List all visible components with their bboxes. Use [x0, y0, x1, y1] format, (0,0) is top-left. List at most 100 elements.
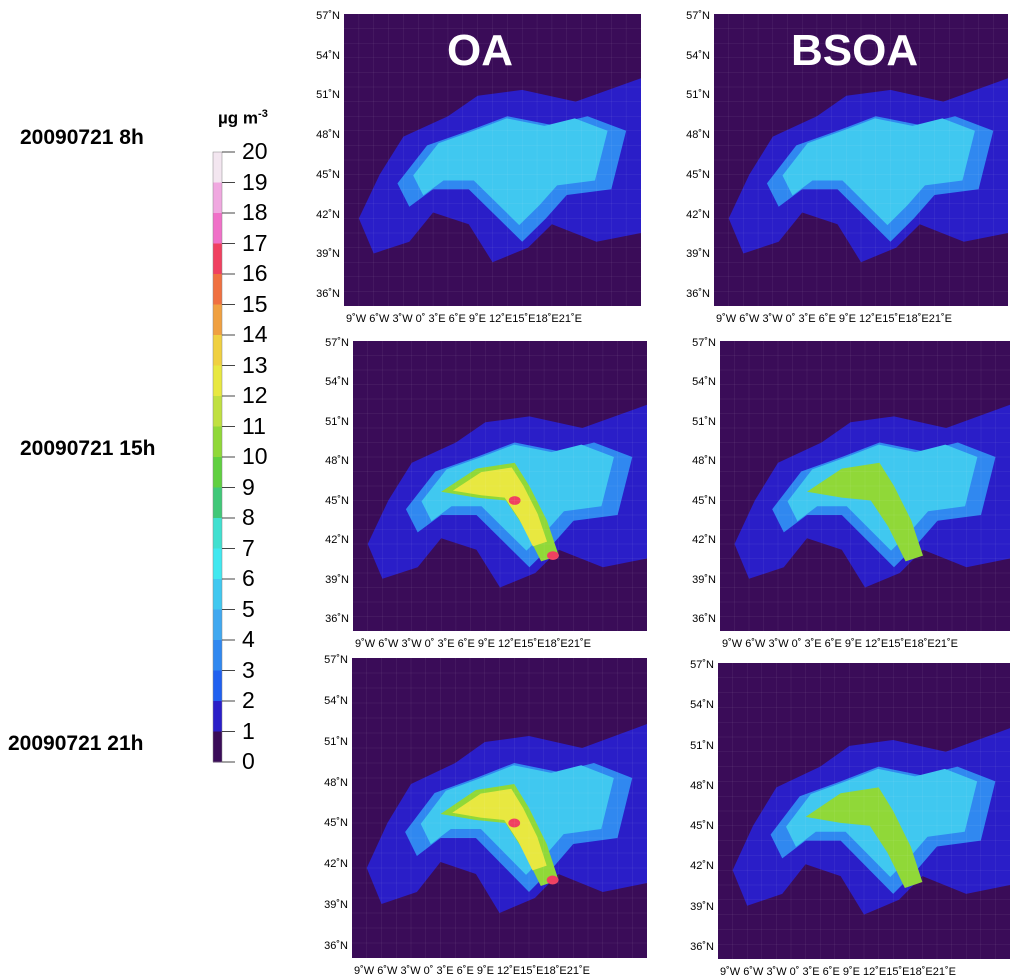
colorbar-bin — [213, 670, 222, 702]
lat-tick-label: 39˚N — [325, 573, 349, 586]
lat-tick-label: 42˚N — [686, 208, 710, 221]
lat-tick-label: 54˚N — [316, 49, 340, 62]
map-canvas — [352, 658, 647, 958]
lat-tick-label: 57˚N — [690, 659, 714, 671]
row-label-15h: 20090721 15h — [20, 437, 156, 460]
lat-tick-label: 54˚N — [690, 699, 714, 712]
lon-tick-labels: 9˚W 6˚W 3˚W 0˚ 3˚E 6˚E 9˚E 12˚E15˚E18˚E2… — [716, 313, 952, 325]
colorbar-tick-label: 20 — [242, 138, 268, 164]
colorbar-bin — [213, 518, 222, 549]
concentration-peak — [547, 551, 559, 560]
map-panel-oa-8h — [344, 14, 641, 306]
colorbar-bin — [213, 365, 222, 397]
colorbar-tick-label: 5 — [242, 595, 255, 622]
colorbar-bin — [213, 548, 222, 580]
lat-tick-label: 45˚N — [325, 494, 349, 507]
lat-tick-label: 57˚N — [324, 654, 348, 666]
colorbar-tick-label: 14 — [242, 321, 268, 347]
concentration-peak — [508, 496, 521, 505]
coastline — [720, 20, 993, 292]
lat-tick-label: 36˚N — [325, 613, 349, 625]
lat-tick-label: 36˚N — [686, 288, 710, 300]
lat-tick-label: 42˚N — [316, 208, 340, 221]
colorbar-tick-label: 8 — [242, 504, 255, 530]
colorbar-tick-label: 12 — [242, 382, 268, 408]
map-panel-bsoa-15h — [720, 341, 1010, 631]
map-panel-bsoa-8h — [714, 14, 1008, 306]
lat-tick-label: 54˚N — [324, 694, 348, 707]
colorbar-bin — [213, 152, 222, 183]
map-canvas — [720, 341, 1010, 631]
colorbar-bin — [213, 609, 222, 641]
lat-tick-label: 45˚N — [690, 820, 714, 833]
colorbar-tick-label: 4 — [242, 626, 255, 652]
lon-tick-labels: 9˚W 6˚W 3˚W 0˚ 3˚E 6˚E 9˚E 12˚E15˚E18˚E2… — [354, 965, 590, 977]
map-canvas — [714, 14, 1008, 306]
lat-tick-label: 39˚N — [686, 248, 710, 261]
colorbar-tick-label: 11 — [242, 412, 266, 439]
lat-tick-label: 42˚N — [692, 534, 716, 547]
colorbar-unit: µg m-3 — [218, 108, 268, 128]
lat-tick-label: 57˚N — [316, 10, 340, 22]
colorbar-bin — [213, 701, 222, 732]
colorbar-bin — [213, 182, 222, 214]
colorbar-tick-label: 17 — [242, 229, 268, 256]
colorbar-tick-label: 9 — [242, 473, 255, 500]
colorbar-bin — [213, 579, 222, 610]
column-title-oa: OA — [447, 26, 513, 75]
lat-tick-label: 39˚N — [316, 248, 340, 261]
lat-tick-label: 45˚N — [324, 817, 348, 830]
lat-tick-label: 51˚N — [325, 415, 349, 428]
map-canvas — [353, 341, 647, 631]
lat-tick-label: 39˚N — [324, 899, 348, 912]
row-label-21h: 20090721 21h — [8, 732, 144, 755]
colorbar-tick-label: 0 — [242, 748, 255, 774]
concentration-high — [807, 462, 923, 562]
concentration-midhigh — [782, 118, 975, 226]
lat-tick-label: 36˚N — [690, 941, 714, 953]
concentration-midhigh — [413, 118, 608, 226]
lon-tick-labels: 9˚W 6˚W 3˚W 0˚ 3˚E 6˚E 9˚E 12˚E15˚E18˚E2… — [720, 966, 956, 978]
coastline — [350, 20, 626, 292]
lat-tick-label: 51˚N — [690, 739, 714, 752]
lat-tick-label: 57˚N — [686, 10, 710, 22]
colorbar-tick-label: 16 — [242, 260, 268, 286]
row-label-8h: 20090721 8h — [20, 126, 144, 149]
colorbar-bin — [213, 213, 222, 244]
lat-tick-label: 57˚N — [692, 337, 716, 349]
lon-tick-labels: 9˚W 6˚W 3˚W 0˚ 3˚E 6˚E 9˚E 12˚E15˚E18˚E2… — [722, 638, 958, 650]
lat-tick-label: 51˚N — [692, 415, 716, 428]
lat-tick-label: 54˚N — [686, 49, 710, 62]
lat-tick-label: 48˚N — [325, 455, 349, 468]
colorbar-bin — [213, 487, 222, 519]
map-panel-bsoa-21h — [718, 663, 1010, 959]
lat-tick-label: 36˚N — [692, 613, 716, 625]
lat-tick-label: 42˚N — [690, 860, 714, 873]
colorbar-tick-label: 18 — [242, 199, 268, 225]
lon-tick-labels: 9˚W 6˚W 3˚W 0˚ 3˚E 6˚E 9˚E 12˚E15˚E18˚E2… — [355, 638, 591, 650]
colorbar-tick-label: 15 — [242, 290, 268, 317]
colorbar-bin — [213, 335, 222, 366]
coastline — [358, 664, 632, 943]
concentration-high — [805, 787, 923, 888]
lat-tick-label: 54˚N — [325, 376, 349, 389]
lat-tick-label: 48˚N — [686, 129, 710, 142]
lat-tick-label: 51˚N — [316, 89, 340, 102]
colorbar-bin — [213, 243, 222, 275]
colorbar-tick-label: 19 — [242, 168, 268, 195]
lat-tick-label: 36˚N — [324, 940, 348, 952]
coastline — [726, 347, 996, 617]
lat-tick-label: 54˚N — [692, 376, 716, 389]
colorbar-bin — [213, 396, 222, 427]
map-canvas — [718, 663, 1010, 959]
colorbar-bin — [213, 426, 222, 458]
colorbar-tick-label: 3 — [242, 656, 255, 683]
map-panel-oa-15h — [353, 341, 647, 631]
coastline — [359, 347, 632, 617]
map-canvas — [344, 14, 641, 306]
lat-tick-label: 45˚N — [316, 168, 340, 181]
lat-tick-label: 42˚N — [325, 534, 349, 547]
lat-tick-label: 45˚N — [692, 494, 716, 507]
concentration-vhigh — [452, 467, 548, 547]
colorbar-bin — [213, 731, 222, 763]
